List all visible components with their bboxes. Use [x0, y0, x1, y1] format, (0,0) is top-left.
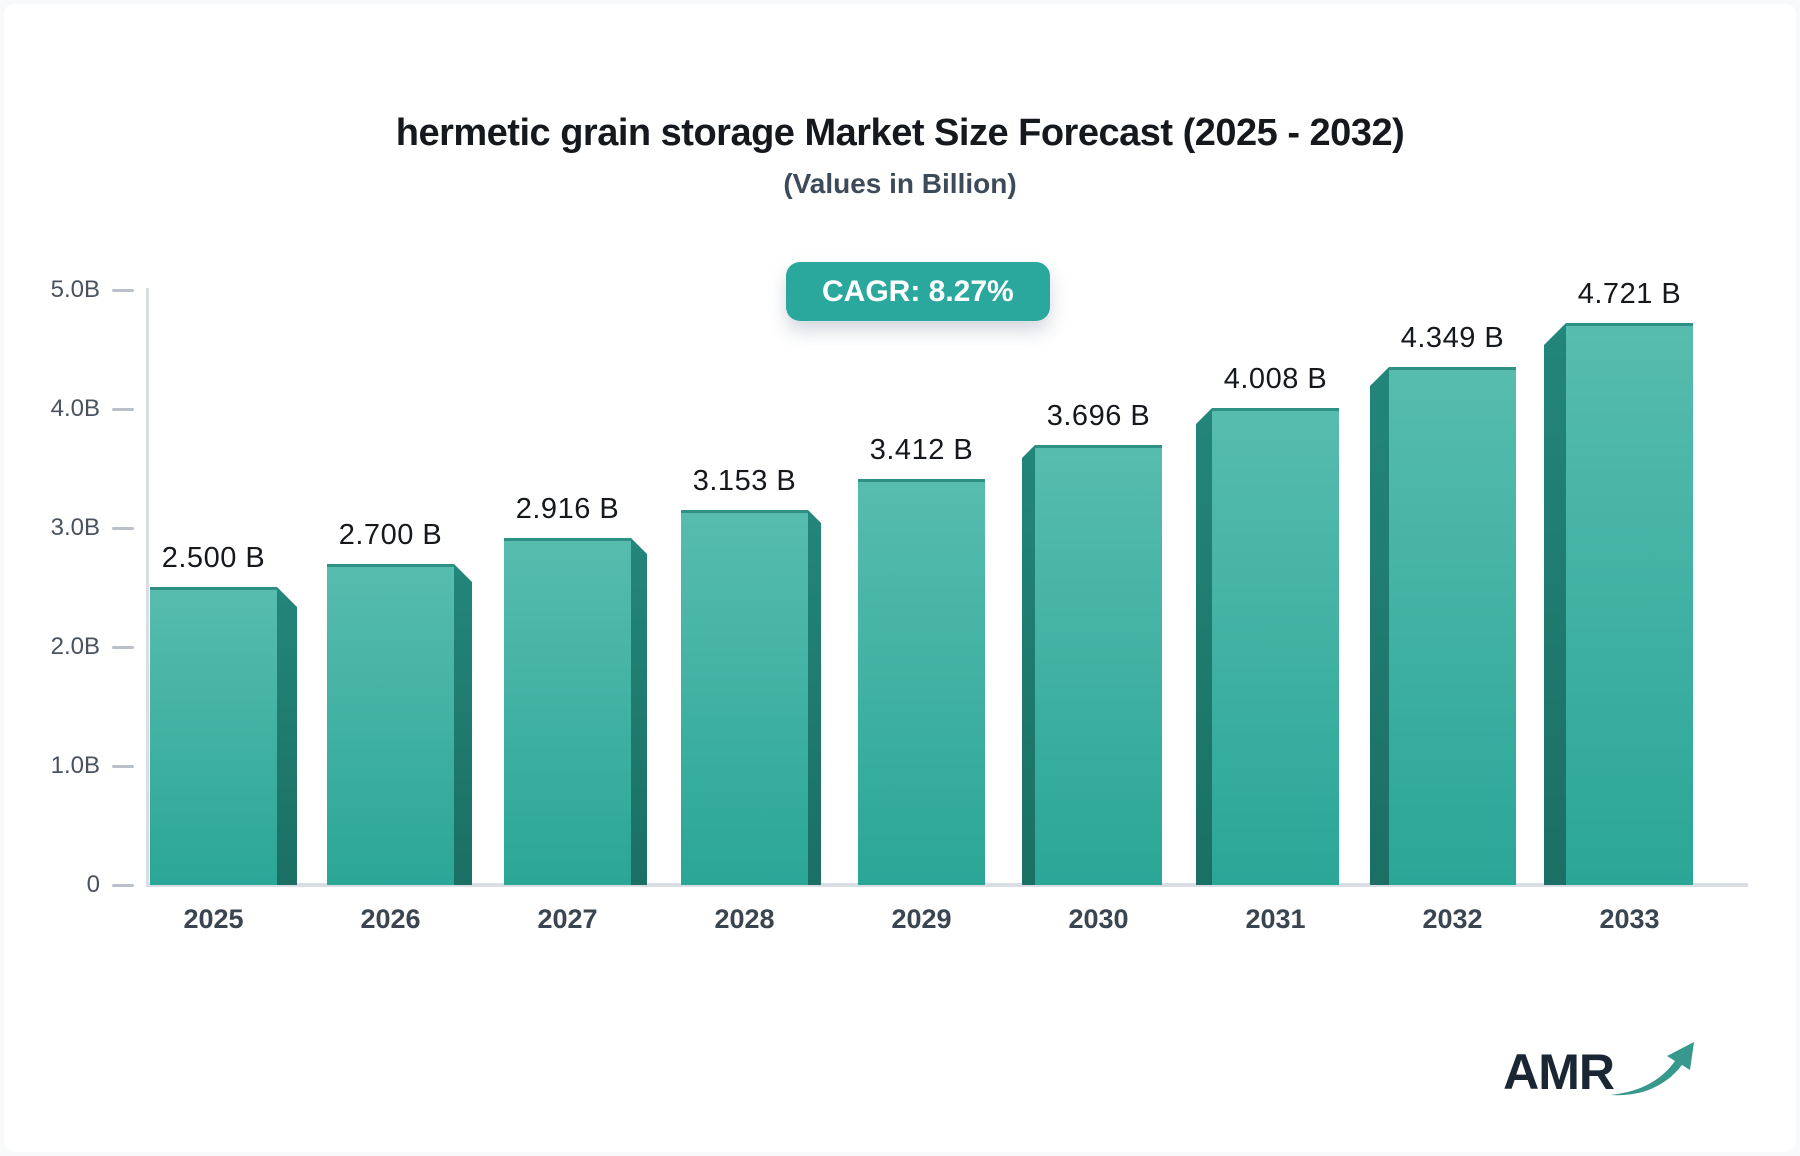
- y-tick-mark: [112, 884, 134, 887]
- x-tick-label: 2031: [1245, 904, 1306, 934]
- bar-3d-side: [1544, 323, 1566, 885]
- y-tick-mark: [112, 527, 134, 530]
- y-tick-label: 3.0B: [50, 514, 100, 541]
- y-tick-label: 2.0B: [50, 633, 100, 660]
- chart-subtitle: (Values in Billion): [783, 168, 1017, 199]
- bar-value-label: 3.153 B: [692, 465, 797, 497]
- bar: [681, 510, 808, 885]
- amr-logo-text: AMR: [1503, 1044, 1615, 1100]
- bar-3d-side: [1370, 367, 1389, 885]
- bar-value-label: 2.916 B: [515, 493, 620, 525]
- amr-logo: AMR: [1503, 1040, 1700, 1104]
- x-tick-label: 2027: [537, 904, 598, 934]
- y-tick-mark: [112, 289, 134, 292]
- bar: [327, 564, 454, 885]
- growth-arrow-icon: [1610, 1042, 1694, 1096]
- y-tick-mark: [112, 765, 134, 768]
- bar: [1389, 367, 1516, 885]
- x-tick-label: 2033: [1599, 904, 1660, 934]
- x-tick-label: 2025: [183, 904, 244, 934]
- y-tick-label: 1.0B: [50, 752, 100, 779]
- y-tick-mark: [112, 646, 134, 649]
- bar-value-label: 3.412 B: [869, 434, 974, 466]
- bar-value-label: 2.700 B: [338, 519, 443, 551]
- bar: [504, 538, 631, 885]
- x-tick-label: 2032: [1422, 904, 1483, 934]
- x-tick-label: 2030: [1068, 904, 1129, 934]
- bar-3d-side: [808, 510, 821, 885]
- cagr-badge: CAGR: 8.27%: [786, 262, 1050, 321]
- x-axis-line: [146, 883, 1748, 887]
- bar-value-label: 4.349 B: [1400, 322, 1505, 354]
- x-tick-label: 2028: [714, 904, 775, 934]
- y-axis-line: [146, 288, 149, 885]
- bar-3d-side: [631, 538, 647, 885]
- bar-value-label: 3.696 B: [1046, 400, 1151, 432]
- bar: [1035, 445, 1162, 885]
- y-tick-label: 5.0B: [50, 276, 100, 303]
- x-tick-label: 2029: [891, 904, 952, 934]
- chart-title: hermetic grain storage Market Size Forec…: [395, 112, 1405, 154]
- bar-value-label: 4.721 B: [1577, 278, 1682, 310]
- bar: [858, 479, 985, 885]
- y-tick-label: 0: [86, 871, 100, 898]
- bar-value-label: 4.008 B: [1223, 363, 1328, 395]
- bar-3d-side: [277, 587, 297, 885]
- bar: [1212, 408, 1339, 885]
- bar: [1566, 323, 1693, 885]
- x-tick-label: 2026: [360, 904, 421, 934]
- y-tick-mark: [112, 408, 134, 411]
- bar-3d-side: [1196, 408, 1212, 885]
- bar-3d-side: [454, 564, 472, 885]
- bar: [150, 587, 277, 885]
- bar-value-label: 2.500 B: [161, 542, 266, 574]
- y-tick-label: 4.0B: [50, 395, 100, 422]
- bar-3d-side: [1022, 445, 1035, 885]
